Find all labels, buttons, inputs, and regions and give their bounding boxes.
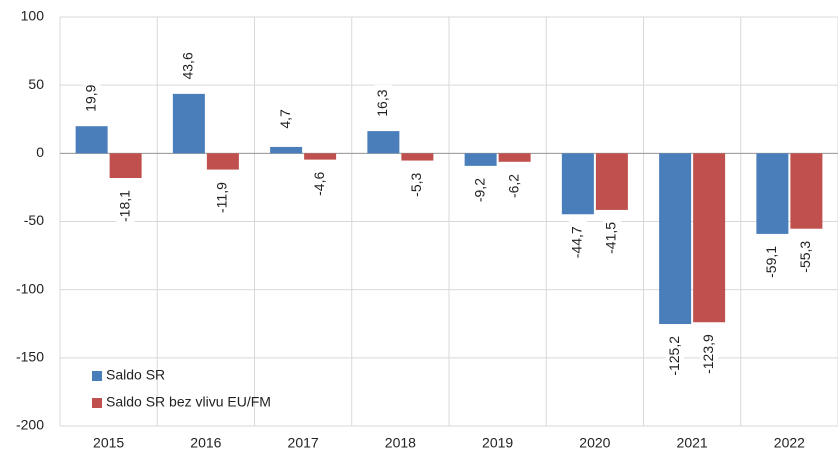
legend-label: Saldo SR bez vlivu EU/FM xyxy=(106,394,271,410)
data-label: -9,2 xyxy=(471,178,487,202)
data-label: -55,3 xyxy=(797,241,813,273)
y-tick-label: -50 xyxy=(24,212,44,228)
data-label-bg xyxy=(471,171,490,209)
data-label-bg xyxy=(277,104,296,134)
data-label: -123,9 xyxy=(700,334,716,374)
x-tick-label: 2016 xyxy=(190,435,221,451)
y-tick-label: 0 xyxy=(36,144,44,160)
data-label-bg xyxy=(602,215,621,260)
data-label-bg xyxy=(666,330,685,382)
data-label-bg xyxy=(82,80,101,117)
legend-swatch xyxy=(92,398,102,408)
data-label: -59,1 xyxy=(763,246,779,278)
data-label-bg xyxy=(408,166,427,203)
bar xyxy=(464,153,497,166)
bar xyxy=(206,153,239,170)
data-label: -125,2 xyxy=(666,336,682,376)
data-label-bg xyxy=(179,47,198,85)
bar xyxy=(756,153,789,234)
y-tick-label: -150 xyxy=(16,349,44,365)
x-tick-label: 2021 xyxy=(677,435,708,451)
data-label: 19,9 xyxy=(82,84,98,111)
y-tick-label: 100 xyxy=(21,8,45,24)
data-label-bg xyxy=(374,84,393,122)
bar xyxy=(304,153,337,160)
bar xyxy=(595,153,628,210)
y-tick-label: -100 xyxy=(16,280,44,296)
x-tick-label: 2019 xyxy=(482,435,513,451)
data-label: -6,2 xyxy=(505,174,521,198)
y-tick-label: 50 xyxy=(28,76,44,92)
x-tick-label: 2015 xyxy=(93,435,124,451)
data-label-bg xyxy=(700,328,719,380)
bar xyxy=(790,153,823,229)
legend-label: Saldo SR xyxy=(106,367,165,383)
data-label: -18,1 xyxy=(116,190,132,222)
data-label-bg xyxy=(213,175,232,220)
data-label-bg xyxy=(763,239,782,284)
bar xyxy=(75,126,108,154)
bar xyxy=(498,153,531,162)
legend-swatch xyxy=(92,371,102,381)
x-tick-label: 2018 xyxy=(385,435,416,451)
bar xyxy=(693,153,726,323)
bar xyxy=(270,146,303,154)
data-label-bg xyxy=(311,165,330,203)
x-tick-label: 2020 xyxy=(579,435,610,451)
x-tick-label: 2017 xyxy=(288,435,319,451)
data-label: 16,3 xyxy=(374,89,390,116)
data-label-bg xyxy=(116,184,135,229)
data-label: -4,6 xyxy=(311,172,327,196)
bar xyxy=(109,153,142,179)
bar xyxy=(561,153,594,215)
data-label: 43,6 xyxy=(180,52,196,79)
data-label-bg xyxy=(797,234,816,279)
data-label-bg xyxy=(505,167,524,205)
bar xyxy=(367,131,400,154)
x-tick-label: 2022 xyxy=(774,435,805,451)
data-label: -41,5 xyxy=(603,222,619,254)
data-label-bg xyxy=(568,220,587,265)
bar xyxy=(172,93,205,154)
data-label: -11,9 xyxy=(214,182,230,213)
bar xyxy=(401,153,434,161)
data-label: 4,7 xyxy=(277,109,293,129)
y-tick-label: -200 xyxy=(16,417,44,433)
data-label: -5,3 xyxy=(408,172,424,196)
bar xyxy=(659,153,692,325)
data-label: -44,7 xyxy=(569,226,585,258)
